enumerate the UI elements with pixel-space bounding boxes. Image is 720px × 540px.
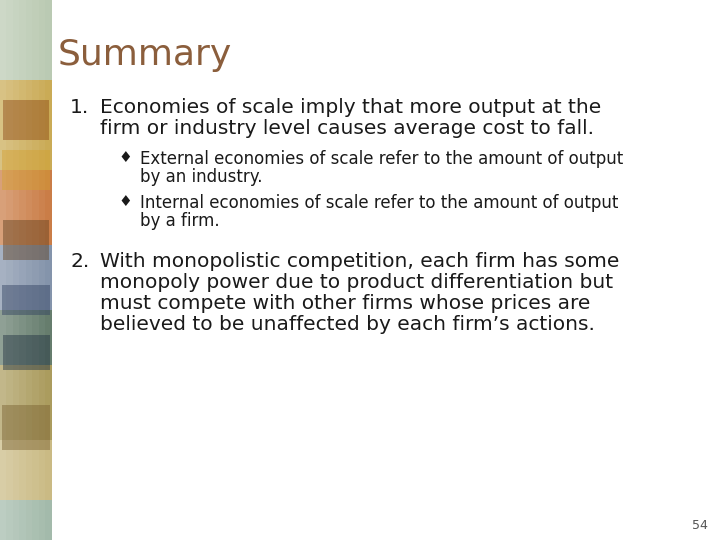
Bar — [2, 285, 50, 315]
Text: firm or industry level causes average cost to fall.: firm or industry level causes average co… — [100, 119, 594, 138]
Bar — [39, 0, 45, 540]
Bar — [0, 365, 52, 440]
Bar — [0, 440, 52, 500]
Text: With monopolistic competition, each firm has some: With monopolistic competition, each firm… — [100, 252, 619, 271]
Text: Internal economies of scale refer to the amount of output: Internal economies of scale refer to the… — [140, 194, 618, 212]
Bar — [0, 310, 52, 365]
Text: 2.: 2. — [70, 252, 89, 271]
Bar — [45, 0, 52, 540]
Bar — [2, 405, 50, 450]
Text: by a firm.: by a firm. — [140, 212, 220, 230]
Bar — [19, 0, 26, 540]
Text: 1.: 1. — [70, 98, 89, 117]
Bar — [0, 0, 52, 80]
Bar — [2, 150, 50, 190]
Text: monopoly power due to product differentiation but: monopoly power due to product differenti… — [100, 273, 613, 292]
Text: ♦: ♦ — [118, 150, 132, 165]
Bar — [0, 245, 52, 310]
Bar — [32, 0, 39, 540]
Bar — [26, 0, 32, 540]
Text: External economies of scale refer to the amount of output: External economies of scale refer to the… — [140, 150, 624, 168]
Text: ♦: ♦ — [118, 194, 132, 209]
Bar — [0, 170, 52, 245]
Text: must compete with other firms whose prices are: must compete with other firms whose pric… — [100, 294, 590, 313]
Bar — [3, 335, 50, 370]
Bar — [3, 100, 49, 140]
Bar — [0, 0, 6, 540]
Text: Summary: Summary — [58, 38, 233, 72]
Text: by an industry.: by an industry. — [140, 168, 263, 186]
Text: 54: 54 — [692, 519, 708, 532]
Bar — [0, 500, 52, 540]
Bar — [0, 80, 52, 170]
Bar — [6, 0, 13, 540]
Text: Economies of scale imply that more output at the: Economies of scale imply that more outpu… — [100, 98, 601, 117]
Bar — [13, 0, 19, 540]
Bar — [3, 220, 49, 260]
Text: believed to be unaffected by each firm’s actions.: believed to be unaffected by each firm’s… — [100, 315, 595, 334]
